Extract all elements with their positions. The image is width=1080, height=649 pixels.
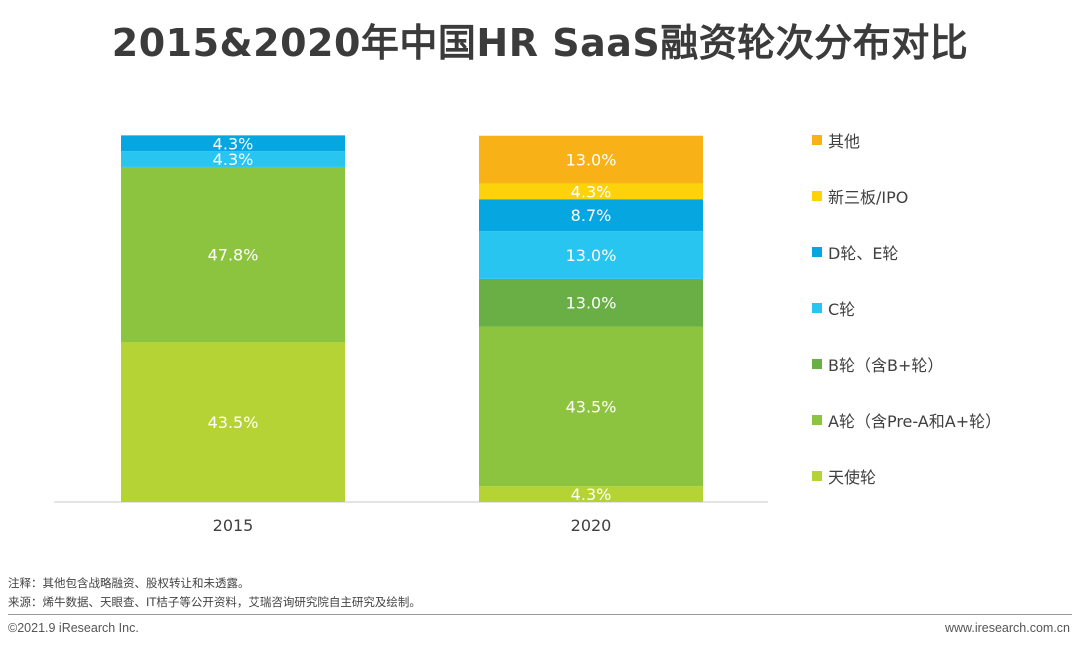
data-label: 4.3%: [213, 150, 254, 169]
bar-segment-2020-0: [479, 486, 703, 502]
legend-swatch: [812, 247, 822, 257]
x-tick-label: 2015: [213, 516, 254, 535]
data-label: 47.8%: [208, 246, 259, 265]
bar-segment-2020-1: [479, 326, 703, 487]
x-tick-label: 2020: [571, 516, 612, 535]
bar-segment-2020-4: [479, 199, 703, 232]
footer-divider: [8, 614, 1072, 615]
bar-segment-2015-1: [121, 166, 345, 343]
legend-swatch: [812, 359, 822, 369]
legend-swatch: [812, 135, 822, 145]
legend-swatch: [812, 303, 822, 313]
legend-label: C轮: [828, 300, 856, 319]
data-label: 13.0%: [566, 246, 617, 265]
data-label: 4.3%: [571, 182, 612, 201]
data-label: 13.0%: [566, 151, 617, 170]
legend-label: B轮（含B+轮）: [828, 356, 944, 375]
bar-segment-2015-3: [121, 151, 345, 167]
data-label: 43.5%: [208, 413, 259, 432]
data-label: 4.3%: [571, 485, 612, 504]
legend-item: 其他: [812, 128, 860, 152]
legend-item: 新三板/IPO: [812, 184, 908, 208]
legend-swatch: [812, 191, 822, 201]
bar-segment-2020-3: [479, 231, 703, 279]
legend-label: D轮、E轮: [828, 244, 899, 263]
legend-label: 新三板/IPO: [828, 188, 909, 207]
bar-segment-2020-2: [479, 278, 703, 327]
legend-item: A轮（含Pre-A和A+轮）: [812, 408, 1001, 432]
data-label: 13.0%: [566, 294, 617, 313]
data-label: 8.7%: [571, 206, 612, 225]
legend-item: C轮: [812, 296, 855, 320]
legend-swatch: [812, 415, 822, 425]
bar-segment-2020-6: [479, 135, 703, 184]
bar-segment-2020-5: [479, 183, 703, 200]
data-label: 4.3%: [213, 134, 254, 153]
bar-segment-2015-4: [121, 135, 345, 152]
website-link[interactable]: www.iresearch.com.cn: [944, 621, 1070, 635]
legend-label: A轮（含Pre-A和A+轮）: [828, 412, 1002, 431]
source-text: 来源：烯牛数据、天眼查、IT桔子等公开资料，艾瑞咨询研究院自主研究及绘制。: [8, 595, 421, 609]
legend-label: 天使轮: [828, 468, 877, 487]
data-label: 43.5%: [566, 397, 617, 416]
legend-swatch: [812, 471, 822, 481]
note-text: 注释：其他包含战略融资、股权转让和未透露。: [8, 576, 250, 590]
bar-segment-2015-0: [121, 342, 345, 502]
legend-item: 天使轮: [812, 464, 876, 488]
copyright-text: ©2021.9 iResearch Inc.: [8, 621, 139, 635]
stacked-bar-chart: 43.5%47.8%4.3%4.3%20154.3%43.5%13.0%13.0…: [54, 134, 768, 535]
chart-title: 2015&2020年中国HR SaaS融资轮次分布对比: [111, 21, 969, 65]
legend-item: D轮、E轮: [812, 240, 898, 264]
legend-item: B轮（含B+轮）: [812, 352, 943, 376]
legend-label: 其他: [828, 132, 861, 151]
